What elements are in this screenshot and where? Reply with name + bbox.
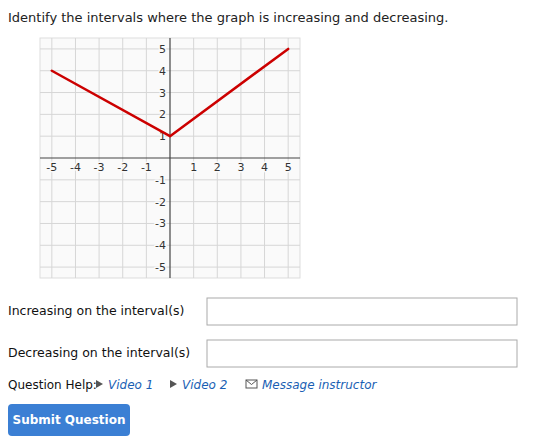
decreasing-label: Decreasing on the interval(s) — [8, 345, 190, 360]
x-tick-label: 1 — [190, 161, 197, 174]
form: Increasing on the interval(s) Decreasing … — [8, 298, 517, 436]
line — [52, 49, 288, 136]
increasing-input — [207, 298, 517, 325]
x-tick-label: 3 — [237, 161, 244, 174]
x-tick-label: -4 — [70, 161, 81, 174]
x-tick-label: 4 — [261, 161, 268, 174]
y-tick-label: -5 — [155, 261, 166, 274]
y-tick-label: -2 — [155, 196, 166, 209]
grid — [40, 38, 300, 278]
video-link: Video 1 — [108, 378, 153, 392]
y-tick-label: -4 — [155, 239, 166, 252]
x-tick-label: -1 — [141, 161, 152, 174]
background — [0, 0, 539, 447]
series — [52, 49, 288, 136]
message-link: Message instructor — [262, 378, 377, 392]
envelope-icon — [246, 380, 257, 388]
envelope-flap — [246, 380, 257, 385]
y-tick-label: 5 — [159, 43, 166, 56]
decreasing-input — [207, 340, 517, 367]
y-tick-label: 3 — [159, 87, 166, 100]
y-tick-label: 4 — [159, 65, 166, 78]
question-help: Question Help: — [8, 378, 97, 392]
play-icon — [96, 380, 103, 388]
play-icon — [170, 380, 177, 388]
x-tick-label: 2 — [214, 161, 221, 174]
plot-area: -5-4-3-2-112345-5-4-3-2-112345 — [40, 38, 300, 278]
y-tick-label: -1 — [155, 174, 166, 187]
page: Identify the intervals where the graph i… — [0, 0, 539, 447]
x-tick-label: -5 — [46, 161, 57, 174]
submit-text: Submit Question — [13, 413, 126, 427]
x-tick-label: -3 — [94, 161, 105, 174]
increasing-label: Increasing on the interval(s) — [8, 303, 184, 318]
y-axis — [169, 38, 170, 278]
y-tick-label: -3 — [155, 217, 166, 230]
plot-background — [40, 38, 300, 278]
video-link: Video 2 — [182, 378, 227, 392]
y-tick-label: 2 — [159, 108, 166, 121]
x-tick-label: 5 — [285, 161, 292, 174]
title: Identify the intervals where the graph i… — [8, 10, 448, 25]
submit-button — [8, 404, 130, 436]
x-tick-label: -2 — [117, 161, 128, 174]
